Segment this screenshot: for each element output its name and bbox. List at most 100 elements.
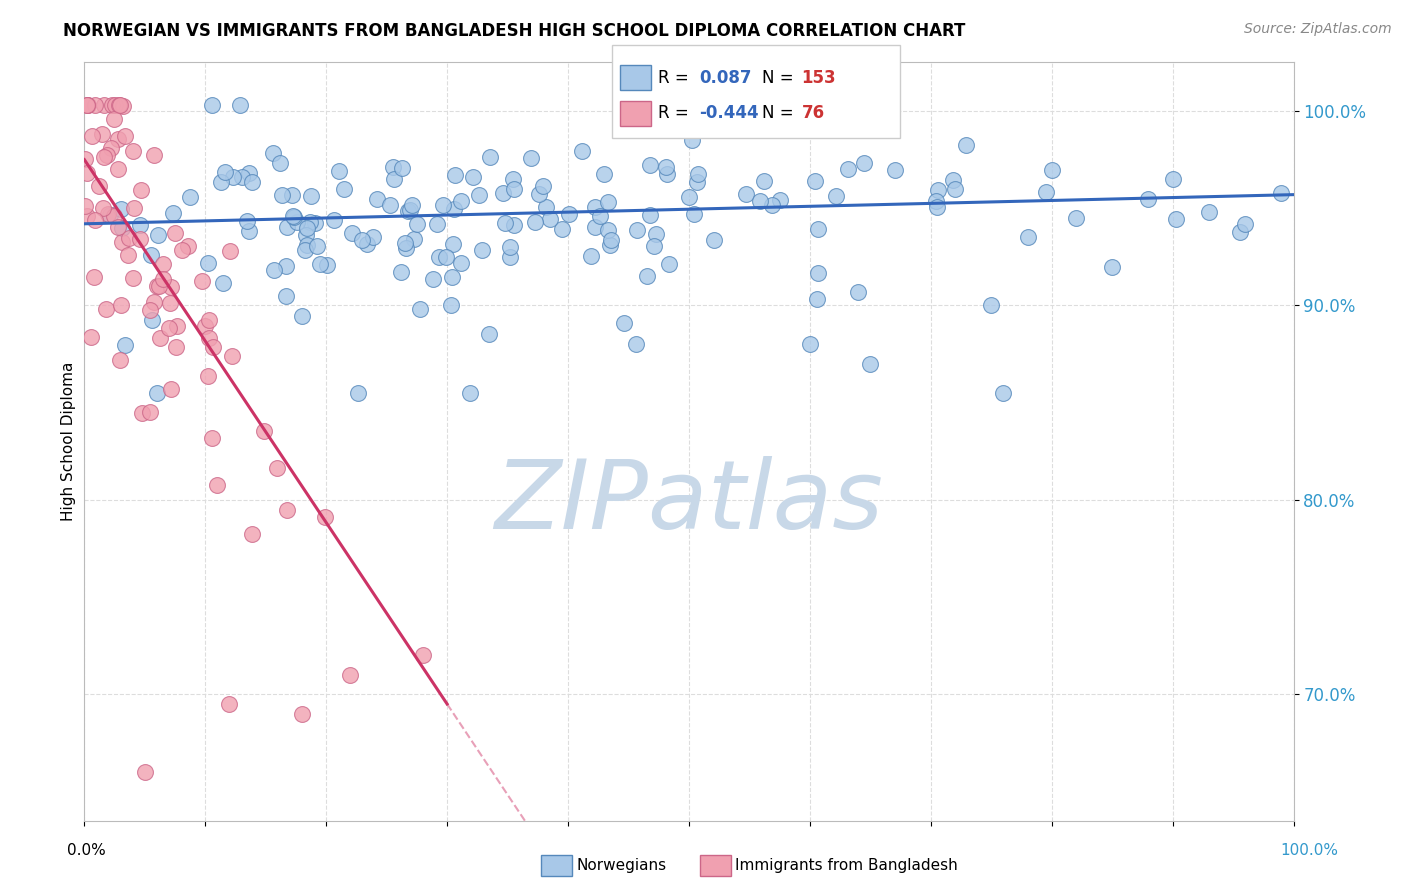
Point [527, 186, 550, 201]
Point [129, 219, 152, 233]
Text: ZIPatlas: ZIPatlas [495, 456, 883, 549]
Point [297, 237, 319, 252]
Point [142, 148, 165, 162]
Point [450, 256, 472, 270]
Point [406, 217, 429, 231]
Point [363, 229, 385, 244]
Point [807, 266, 830, 280]
Point [1234, 217, 1257, 231]
Point [214, 165, 236, 179]
Point [799, 337, 821, 351]
Point [107, 98, 129, 112]
Point [305, 239, 328, 253]
Point [718, 98, 741, 112]
Point [84, 98, 107, 112]
Text: R =: R = [658, 104, 689, 122]
Point [222, 169, 245, 184]
Point [301, 188, 323, 202]
Point [283, 209, 305, 223]
Point [131, 406, 153, 420]
Point [401, 198, 423, 212]
Point [943, 182, 966, 196]
Point [163, 226, 186, 240]
Point [626, 223, 648, 237]
Point [276, 220, 298, 235]
Point [688, 167, 710, 181]
Point [638, 158, 661, 172]
Point [769, 193, 792, 207]
Point [499, 250, 522, 264]
Point [111, 99, 134, 113]
Point [170, 244, 193, 258]
Point [332, 182, 354, 196]
Point [1137, 192, 1160, 206]
Point [328, 164, 350, 178]
Point [121, 270, 143, 285]
Point [409, 302, 432, 317]
Point [146, 386, 169, 401]
Point [229, 98, 252, 112]
Point [478, 326, 501, 341]
Point [114, 128, 136, 143]
Point [852, 155, 875, 169]
Point [655, 160, 678, 174]
Point [304, 216, 326, 230]
Point [381, 160, 404, 174]
Point [412, 648, 434, 663]
Point [440, 298, 463, 312]
Point [294, 227, 316, 242]
Point [458, 386, 481, 401]
Point [628, 98, 651, 112]
Point [534, 200, 557, 214]
Text: 153: 153 [801, 69, 837, 87]
Point [1270, 186, 1292, 200]
Point [955, 138, 977, 153]
Point [427, 251, 450, 265]
Point [404, 232, 426, 246]
Point [197, 256, 219, 270]
Point [463, 169, 485, 184]
Point [107, 161, 129, 176]
Text: 0.0%: 0.0% [67, 843, 107, 858]
Point [1229, 225, 1251, 239]
Point [925, 200, 948, 214]
Point [503, 182, 526, 196]
Point [422, 271, 444, 285]
Text: 0.087: 0.087 [699, 69, 751, 87]
Point [107, 219, 129, 234]
Point [114, 338, 136, 352]
Point [269, 156, 291, 170]
Point [925, 194, 948, 208]
Point [593, 167, 616, 181]
Point [803, 174, 825, 188]
Text: -0.444: -0.444 [699, 104, 758, 122]
Point [221, 349, 243, 363]
Point [91, 128, 114, 142]
Point [1161, 172, 1184, 186]
Point [285, 215, 308, 229]
Point [294, 243, 316, 257]
Point [450, 194, 472, 208]
Point [702, 233, 724, 247]
Point [238, 225, 260, 239]
Point [84, 212, 107, 227]
Point [111, 221, 134, 235]
Point [291, 706, 314, 721]
Point [274, 289, 297, 303]
Point [148, 227, 170, 242]
Point [235, 214, 257, 228]
Point [748, 194, 770, 209]
Point [806, 222, 828, 236]
Point [443, 202, 465, 216]
Point [589, 209, 612, 223]
Point [177, 239, 200, 253]
Point [159, 382, 181, 396]
Point [281, 188, 304, 202]
Point [209, 175, 232, 189]
Point [927, 183, 949, 197]
Point [240, 175, 263, 189]
Text: R =: R = [658, 69, 689, 87]
Point [110, 202, 132, 216]
Point [197, 369, 219, 384]
Point [752, 174, 775, 188]
